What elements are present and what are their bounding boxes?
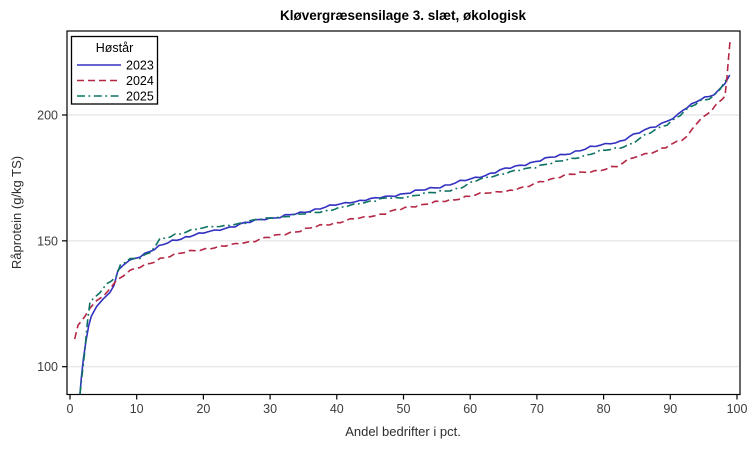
x-tick-label: 80 [597,402,611,416]
x-axis-title: Andel bedrifter i pct. [345,424,461,439]
x-tick-label: 0 [67,402,74,416]
y-tick-label: 200 [37,109,58,123]
legend-label-2024: 2024 [126,74,154,88]
x-tick-label: 20 [196,402,210,416]
x-tick-label: 40 [330,402,344,416]
series-line-2025 [79,77,729,395]
series-line-2023 [79,74,731,395]
y-tick-label: 100 [37,360,58,374]
x-tick-label: 60 [463,402,477,416]
x-tick-label: 90 [663,402,677,416]
x-tick-label: 70 [530,402,544,416]
gridlines [68,114,739,368]
y-axis-title: Råprotein (g/kg TS) [9,156,24,269]
x-tick-label: 50 [397,402,411,416]
legend-label-2023: 2023 [126,59,154,73]
y-tick-label: 150 [37,234,58,248]
x-tick-label: 100 [727,402,748,416]
x-tick-label: 30 [263,402,277,416]
plot-frame [66,30,741,396]
series-line-2024 [73,38,732,340]
legend-title: Høstår [96,41,134,55]
legend-box [70,35,159,105]
axes: 0 10 20 30 40 50 60 70 80 90 100 100 150 200 [37,30,748,416]
chart-title: Kløvergræsensilage 3. slæt, økologisk [280,8,527,23]
data-series [73,38,732,395]
legend-label-2025: 2025 [126,90,154,104]
x-tick-label: 10 [130,402,144,416]
